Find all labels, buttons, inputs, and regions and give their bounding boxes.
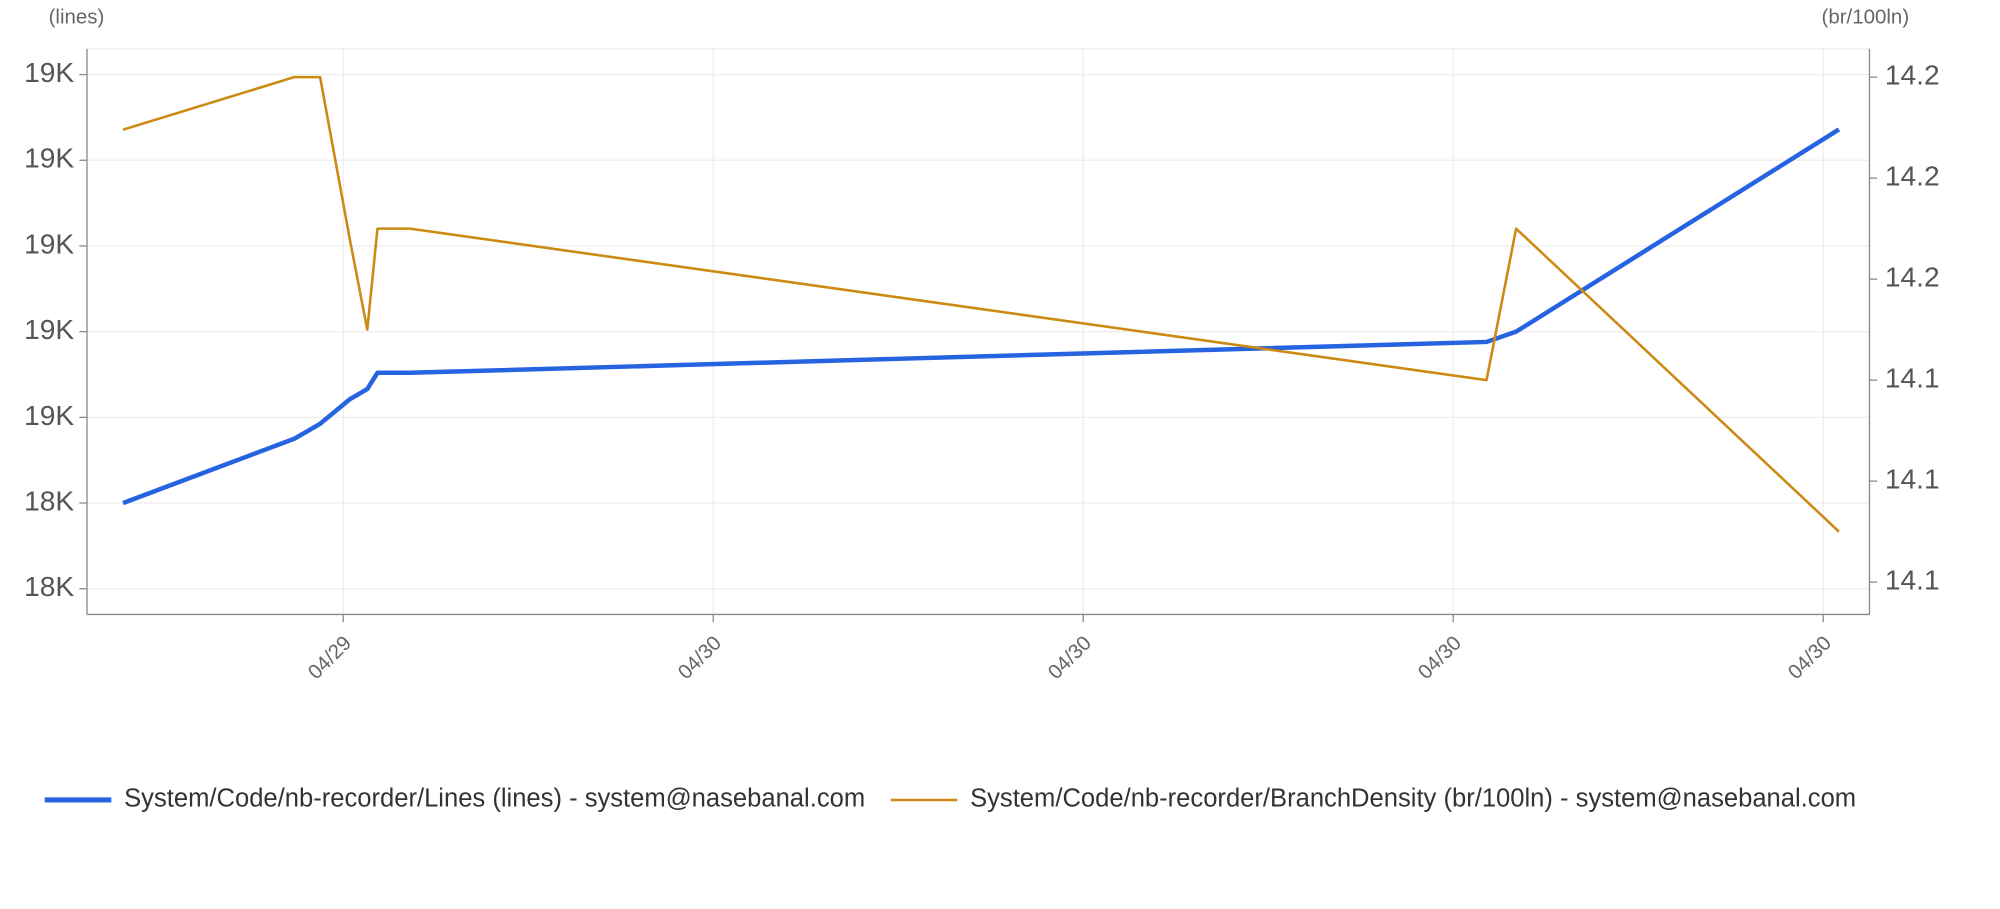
y-tick-label: 18K [24, 571, 74, 602]
x-tick-label: 04/30 [1044, 631, 1096, 683]
y2-tick-label: 14.2 [1885, 161, 1940, 192]
y2-tick-label: 14.1 [1885, 363, 1940, 394]
data-line [122, 127, 1841, 506]
x-tick-label: 04/30 [1414, 631, 1466, 683]
data-line [122, 75, 1840, 533]
y-axis-unit: (lines) [49, 6, 105, 29]
y-tick-label: 19K [24, 143, 74, 174]
y-tick-label: 19K [24, 314, 74, 345]
y2-axis-unit: (br/100ln) [1822, 6, 1910, 29]
y2-tick-label: 14.1 [1885, 565, 1940, 596]
y-tick-label: 19K [24, 400, 74, 431]
y2-tick-label: 14.2 [1885, 60, 1940, 91]
x-tick-label: 04/30 [1784, 631, 1836, 683]
y2-tick-label: 14.1 [1885, 464, 1940, 495]
y-tick-label: 19K [24, 228, 74, 259]
x-tick-label: 04/30 [674, 631, 726, 683]
y-tick-label: 18K [24, 485, 74, 516]
legend-label: System/Code/nb-recorder/BranchDensity (b… [970, 785, 1856, 813]
legend-label: System/Code/nb-recorder/Lines (lines) - … [124, 785, 865, 813]
y2-tick-label: 14.2 [1885, 262, 1940, 293]
x-tick-label: 04/29 [304, 631, 356, 683]
y-tick-label: 19K [24, 57, 74, 88]
